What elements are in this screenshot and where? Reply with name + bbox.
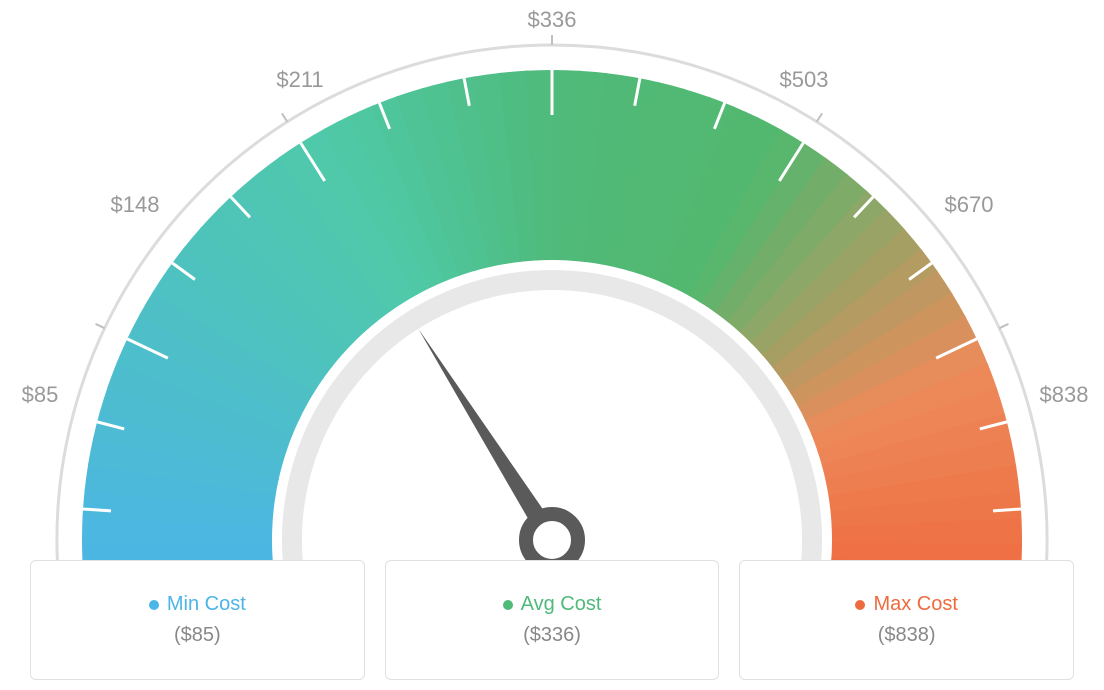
legend-dot-min	[149, 600, 159, 610]
gauge-tick-label: $211	[276, 67, 323, 93]
gauge-tick-label: $148	[111, 192, 160, 218]
chart-container: $85 $148 $211 $336 $503 $670 $838 Min Cost ($8…	[0, 0, 1104, 690]
legend-max-cost: Max Cost ($838)	[739, 560, 1074, 680]
legend-max-label: Max Cost	[855, 593, 957, 616]
gauge-svg	[0, 0, 1104, 560]
gauge-tick-label: $336	[528, 7, 577, 33]
gauge-chart: $85 $148 $211 $336 $503 $670 $838	[0, 0, 1104, 560]
legend-avg-cost: Avg Cost ($336)	[385, 560, 720, 680]
legend-area: Min Cost ($85) Avg Cost ($336) Max Cost …	[0, 560, 1104, 680]
legend-min-cost: Min Cost ($85)	[30, 560, 365, 680]
legend-avg-value: ($336)	[523, 624, 581, 647]
legend-dot-avg	[503, 600, 513, 610]
legend-min-text: Min Cost	[167, 593, 246, 616]
gauge-tick-label: $85	[22, 382, 59, 408]
legend-avg-text: Avg Cost	[521, 593, 602, 616]
gauge-tick-label: $503	[780, 67, 829, 93]
legend-min-label: Min Cost	[149, 593, 246, 616]
legend-max-value: ($838)	[878, 624, 936, 647]
legend-min-value: ($85)	[174, 624, 221, 647]
gauge-tick-label: $670	[945, 192, 994, 218]
gauge-tick-label: $838	[1040, 382, 1089, 408]
legend-avg-label: Avg Cost	[503, 593, 602, 616]
legend-max-text: Max Cost	[873, 593, 957, 616]
legend-dot-max	[855, 600, 865, 610]
